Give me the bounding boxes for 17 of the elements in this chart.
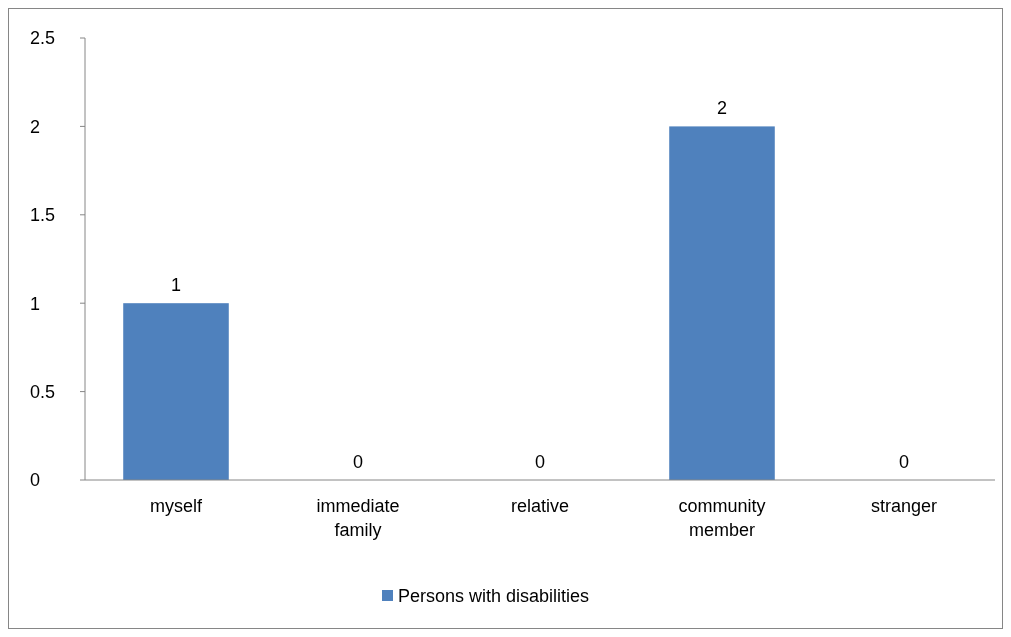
- data-label: 2: [716, 98, 728, 119]
- y-tick-label: 0: [30, 470, 41, 491]
- x-tick-label: myself: [149, 496, 203, 516]
- y-tick-label: 2: [30, 116, 41, 137]
- legend-label: Persons with disabilities: [398, 586, 590, 607]
- y-tick-label: 0.5: [30, 381, 56, 402]
- y-tick-label: 1: [30, 293, 41, 314]
- data-label: 1: [170, 275, 182, 296]
- x-tick-label: stranger: [870, 496, 938, 516]
- y-tick-label: 1.5: [30, 205, 56, 226]
- data-label: 0: [898, 452, 910, 472]
- y-tick-label: 2.5: [30, 28, 56, 49]
- x-tick-label: relative: [510, 496, 570, 516]
- x-tick-label: community member: [678, 496, 766, 540]
- data-label: 0: [352, 452, 364, 472]
- data-label: 0: [534, 452, 546, 472]
- x-tick-label: immediate family: [316, 496, 400, 540]
